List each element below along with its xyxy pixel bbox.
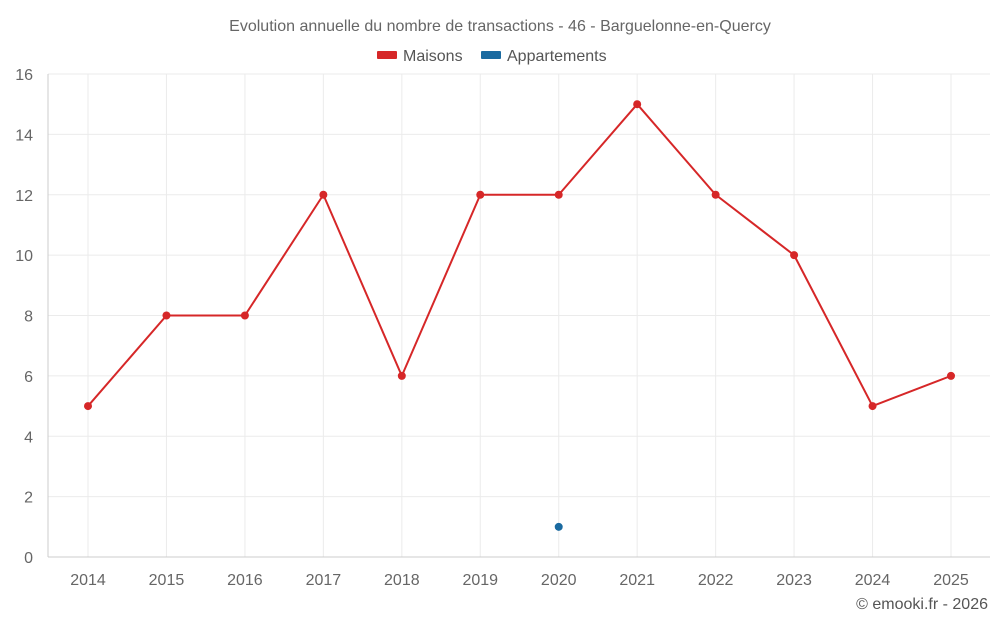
x-tick-label: 2017 bbox=[306, 572, 342, 589]
x-tick-label: 2016 bbox=[227, 572, 263, 589]
data-point-maisons-2022[interactable] bbox=[711, 190, 720, 199]
y-tick-label: 6 bbox=[24, 369, 33, 386]
y-tick-label: 14 bbox=[15, 127, 33, 144]
data-point-maisons-2017[interactable] bbox=[319, 190, 328, 199]
credit-text: © emooki.fr - 2026 bbox=[856, 596, 988, 613]
legend: Maisons Appartements bbox=[377, 48, 607, 65]
series-line-maisons bbox=[87, 103, 952, 408]
data-point-maisons-2021[interactable] bbox=[633, 100, 642, 109]
y-tick-labels: 0 2 4 6 8 10 12 14 16 bbox=[15, 67, 33, 567]
data-point-maisons-2016[interactable] bbox=[240, 311, 249, 320]
y-tick-label: 0 bbox=[24, 550, 33, 567]
axes bbox=[47, 74, 990, 558]
data-point-maisons-2025[interactable] bbox=[947, 371, 955, 380]
x-tick-label: 2019 bbox=[462, 572, 498, 589]
y-tick-label: 16 bbox=[15, 67, 33, 84]
legend-item-appartements[interactable]: Appartements bbox=[481, 48, 607, 65]
y-tick-label: 10 bbox=[15, 248, 33, 265]
legend-item-maisons[interactable]: Maisons bbox=[377, 48, 463, 65]
legend-label-maisons: Maisons bbox=[403, 48, 463, 65]
x-tick-label: 2014 bbox=[70, 572, 106, 589]
y-tick-label: 12 bbox=[15, 188, 33, 205]
data-point-maisons-2018[interactable] bbox=[397, 371, 406, 380]
data-point-maisons-2015[interactable] bbox=[162, 311, 171, 320]
data-point-maisons-2020[interactable] bbox=[554, 190, 563, 199]
data-point-appartements-2020[interactable] bbox=[554, 522, 563, 531]
chart-title: Evolution annuelle du nombre de transact… bbox=[229, 18, 771, 35]
x-tick-label: 2020 bbox=[541, 572, 577, 589]
y-tick-label: 2 bbox=[24, 490, 33, 507]
series bbox=[84, 100, 955, 531]
x-tick-label: 2018 bbox=[384, 572, 420, 589]
x-tick-label: 2015 bbox=[149, 572, 185, 589]
legend-swatch-appartements bbox=[481, 51, 501, 59]
x-tick-label: 2024 bbox=[855, 572, 891, 589]
y-tick-label: 4 bbox=[24, 429, 33, 446]
data-point-maisons-2024[interactable] bbox=[868, 402, 877, 411]
y-tick-label: 8 bbox=[24, 309, 33, 326]
x-tick-label: 2021 bbox=[619, 572, 655, 589]
legend-label-appartements: Appartements bbox=[507, 48, 607, 65]
x-tick-label: 2023 bbox=[776, 572, 812, 589]
data-point-maisons-2014[interactable] bbox=[84, 402, 92, 411]
x-tick-labels: 2014 2015 2016 2017 2018 2019 2020 2021 2022 2023… bbox=[70, 572, 969, 589]
legend-swatch-maisons bbox=[377, 51, 397, 59]
x-tick-label: 2022 bbox=[698, 572, 734, 589]
x-tick-label: 2025 bbox=[933, 572, 969, 589]
data-point-maisons-2023[interactable] bbox=[790, 251, 799, 260]
data-point-maisons-2019[interactable] bbox=[476, 190, 485, 199]
